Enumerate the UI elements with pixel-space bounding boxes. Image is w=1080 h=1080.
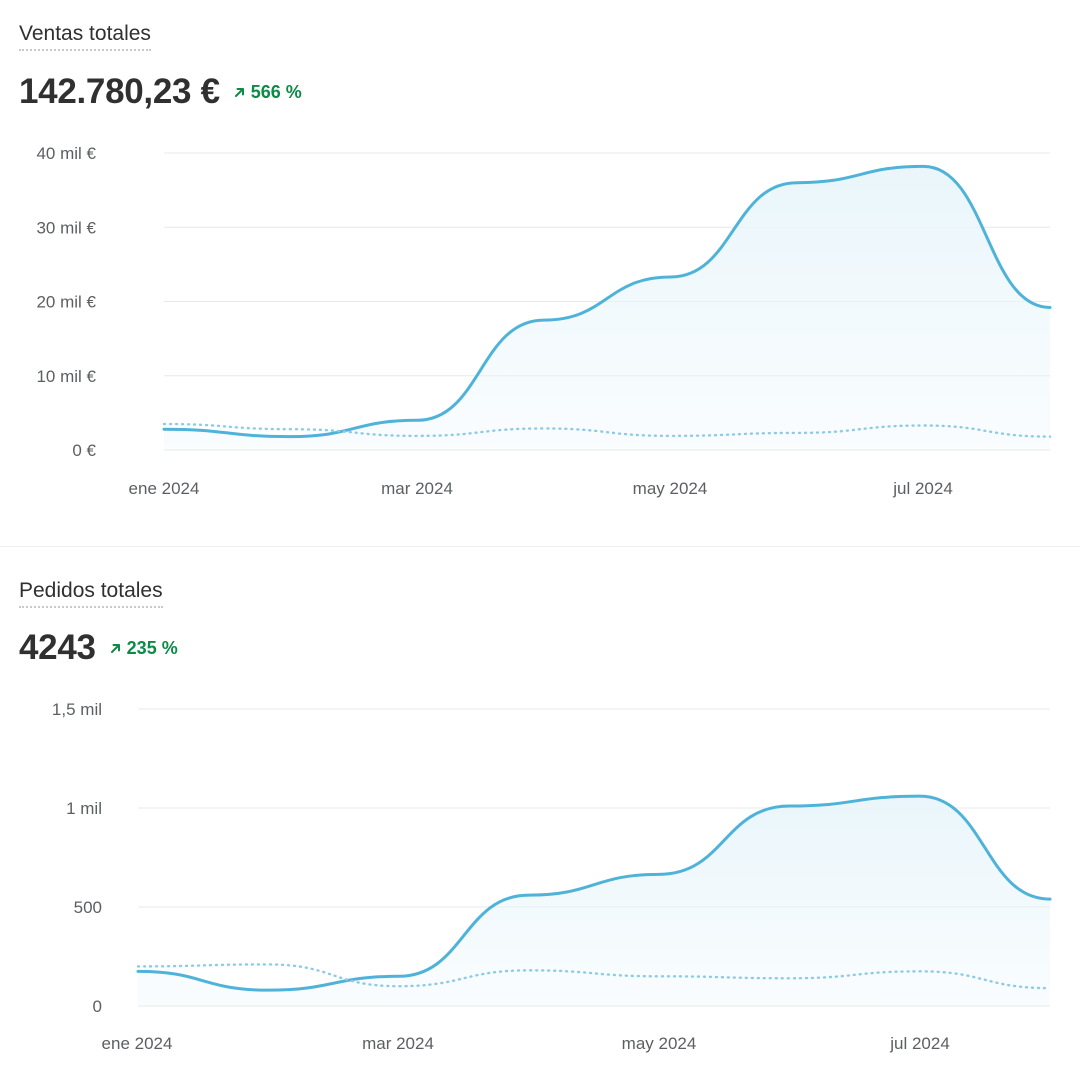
y-tick-label: 30 mil € [36, 218, 96, 237]
x-tick-label: mar 2024 [362, 1034, 434, 1053]
series-line-comparison[interactable] [162, 422, 1052, 438]
series-line-comparison[interactable] [136, 963, 1052, 990]
x-tick-label: mar 2024 [381, 479, 453, 498]
y-tick-label: 0 € [72, 441, 96, 460]
series-line-current[interactable] [162, 164, 1052, 439]
delta-badge: 235 % [110, 638, 178, 659]
y-tick-label: 20 mil € [36, 293, 96, 312]
x-tick-label: ene 2024 [102, 1034, 173, 1053]
sales-panel: Ventas totales 142.780,23 € 566 % 40 mil… [19, 23, 1052, 498]
x-tick-label: jul 2024 [892, 479, 953, 498]
orders-panel: Pedidos totales 4243 235 % 1,5 mil 1 mil 5… [0, 556, 1080, 1080]
y-tick-label: 10 mil € [36, 367, 96, 386]
y-tick-label: 500 [74, 898, 102, 917]
delta-badge: 566 % [234, 82, 302, 103]
series-line-current[interactable] [136, 794, 1052, 992]
arrow-up-right-icon [234, 87, 244, 97]
total-row: 4243 235 % [19, 628, 178, 668]
x-tick-label: may 2024 [622, 1034, 697, 1053]
divider [0, 546, 1080, 547]
y-tick-label: 0 [93, 997, 102, 1016]
total-row: 142.780,23 € 566 % [19, 72, 302, 112]
y-tick-label: 40 mil € [36, 144, 96, 163]
series-area [138, 796, 1050, 1006]
arrow-up-right-icon [110, 643, 120, 653]
series-area [164, 166, 1050, 451]
total-sales-value: 142.780,23 € [19, 72, 220, 111]
panel-title[interactable]: Pedidos totales [19, 580, 163, 608]
panel-title[interactable]: Ventas totales [19, 23, 151, 51]
y-tick-label: 1,5 mil [52, 700, 102, 719]
delta-value: 566 % [250, 81, 302, 102]
x-tick-label: jul 2024 [889, 1034, 950, 1053]
total-orders-value: 4243 [19, 628, 96, 667]
x-tick-label: may 2024 [633, 479, 708, 498]
y-tick-label: 1 mil [66, 799, 102, 818]
x-tick-label: ene 2024 [129, 479, 200, 498]
sales-chart: 40 mil € 30 mil € 20 mil € 10 mil € 0 € ene 2… [36, 144, 1052, 498]
delta-value: 235 % [126, 637, 178, 658]
